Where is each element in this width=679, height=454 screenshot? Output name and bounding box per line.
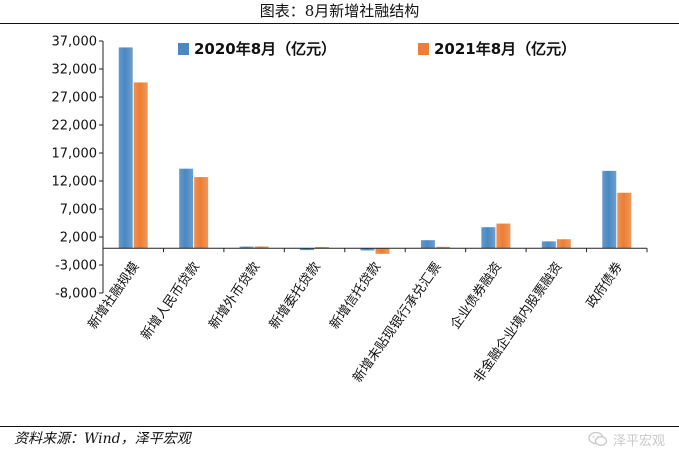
watermark-text: 泽平宏观 xyxy=(612,433,665,449)
bar-2020 xyxy=(118,47,133,249)
x-tick-label: 政府债券 xyxy=(583,259,626,311)
y-tick-label: 32,000 xyxy=(52,63,98,78)
y-tick-label: 22,000 xyxy=(52,119,98,134)
x-tick-label: 新增委托贷款 xyxy=(266,259,324,332)
x-tick-label: 企业债券融资 xyxy=(447,259,505,332)
legend-label: 2021年8月（亿元） xyxy=(434,40,576,58)
legend: 2020年8月（亿元） 2021年8月（亿元） xyxy=(178,40,576,58)
bar-2021 xyxy=(133,82,148,249)
legend-label: 2020年8月（亿元） xyxy=(194,40,336,58)
y-tick-label: 12,000 xyxy=(52,175,98,190)
y-tick-label: -3,000 xyxy=(55,259,97,274)
bar-group xyxy=(118,47,632,254)
bar-2021 xyxy=(194,177,209,249)
bar-2021 xyxy=(556,239,571,249)
bar-2021 xyxy=(496,223,511,249)
bar-2020 xyxy=(602,170,617,249)
bar-2020 xyxy=(541,241,556,249)
watermark: 泽平宏观 xyxy=(588,428,665,450)
x-tick-label: 新增信托贷款 xyxy=(326,259,384,332)
legend-swatch xyxy=(418,43,429,55)
bar-2021 xyxy=(315,247,330,249)
top-rule xyxy=(0,23,679,24)
y-tick-label: 7,000 xyxy=(60,203,97,218)
x-tick-label: 新增外币贷款 xyxy=(206,259,264,332)
y-tick-label: -8,000 xyxy=(55,287,97,302)
bar-2021 xyxy=(435,246,450,249)
y-tick-label: 37,000 xyxy=(52,35,98,50)
bar-2020 xyxy=(481,227,496,249)
bar-2021 xyxy=(254,246,269,249)
bar-2020 xyxy=(239,246,254,249)
y-tick-label: 27,000 xyxy=(52,91,98,106)
chart-title: 图表：8月新增社融结构 xyxy=(259,2,420,20)
bar-2020 xyxy=(420,240,435,249)
bar-2020 xyxy=(360,248,375,251)
source-note: 资料来源：Wind，泽平宏观 xyxy=(14,431,191,447)
bar-2020 xyxy=(179,168,194,249)
bar-2021 xyxy=(375,248,390,254)
wechat-icon xyxy=(588,431,608,446)
chart-area: 37,000 32,000 27,000 22,000 17,000 12,000 7,00… xyxy=(52,35,648,385)
legend-swatch xyxy=(178,43,189,55)
bottom-rule xyxy=(0,426,679,427)
y-axis: 37,000 32,000 27,000 22,000 17,000 12,000 7,00… xyxy=(52,35,104,302)
x-tick-label: 新增人民币贷款 xyxy=(138,259,203,343)
x-axis xyxy=(102,247,648,253)
y-tick-label: 17,000 xyxy=(52,147,98,162)
bar-2021 xyxy=(617,192,632,249)
y-tick-label: 2,000 xyxy=(60,231,97,246)
bar-2020 xyxy=(300,248,315,251)
